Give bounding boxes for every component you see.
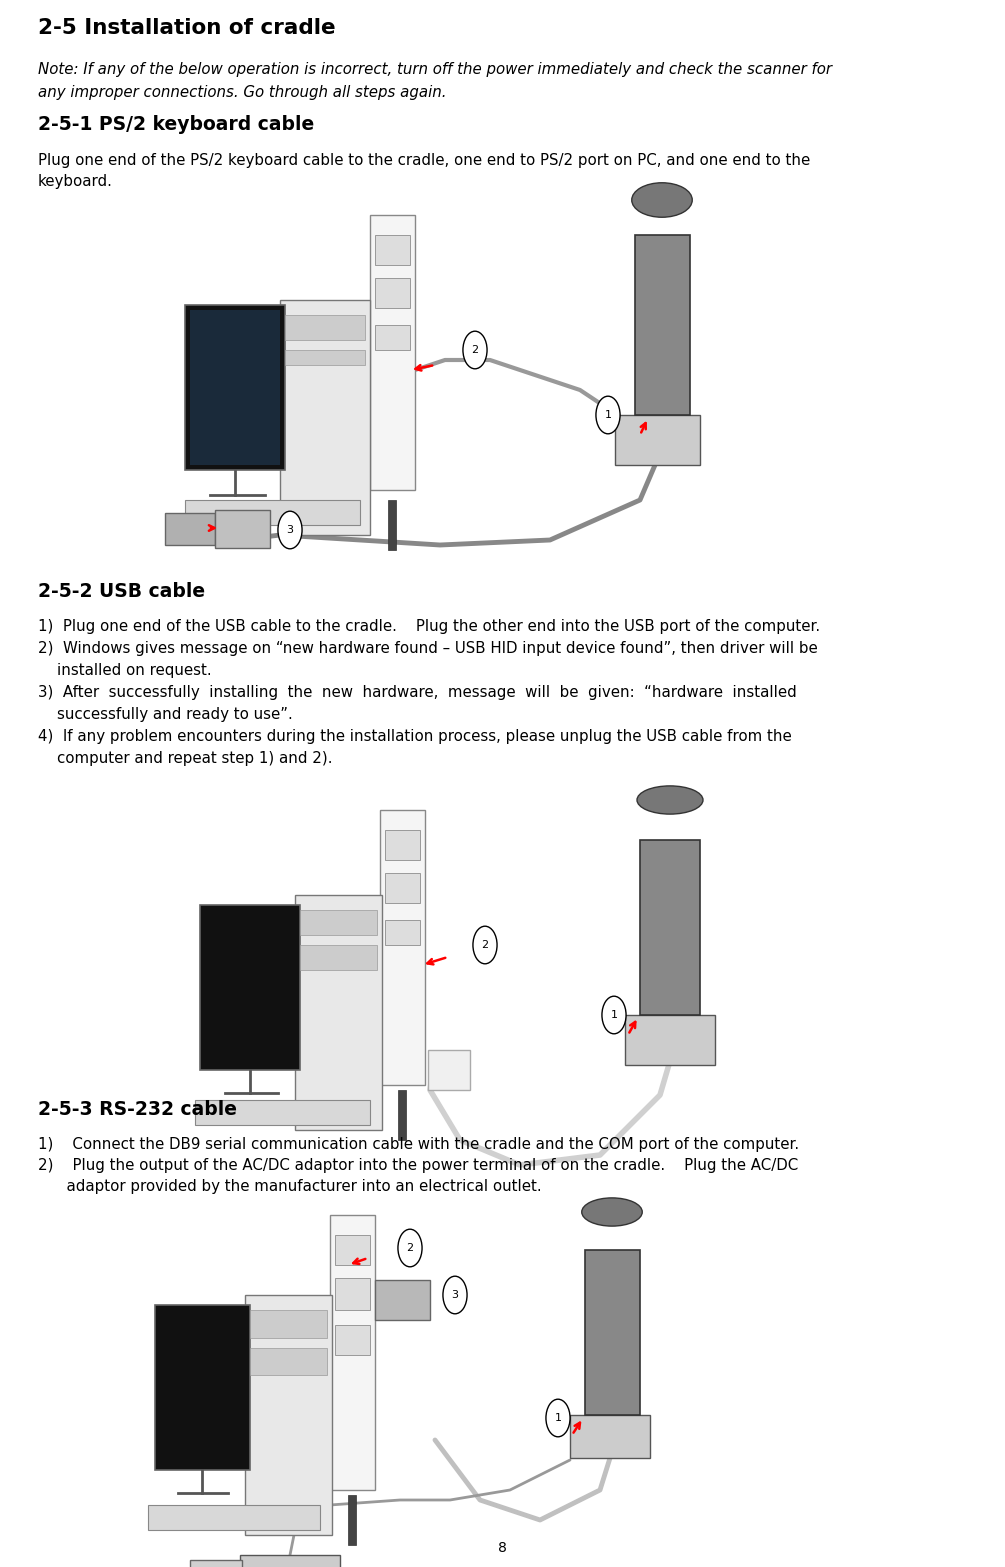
Bar [370, 215, 415, 490]
Bar [375, 324, 410, 349]
Bar [195, 1100, 370, 1125]
Bar [335, 1279, 370, 1310]
Bar [570, 1415, 650, 1457]
Bar [280, 299, 370, 534]
Text: adaptor provided by the manufacturer into an electrical outlet.: adaptor provided by the manufacturer int… [38, 1178, 542, 1194]
Text: 3: 3 [286, 525, 293, 534]
Text: 1: 1 [604, 411, 611, 420]
Text: 2)    Plug the output of the AC/DC adaptor into the power terminal of on the cra: 2) Plug the output of the AC/DC adaptor … [38, 1158, 798, 1174]
Bar [148, 1504, 320, 1529]
Text: 2-5-3 RS-232 cable: 2-5-3 RS-232 cable [38, 1100, 237, 1119]
Bar [245, 1294, 332, 1536]
Text: any improper connections. Go through all steps again.: any improper connections. Go through all… [38, 85, 446, 100]
Circle shape [463, 331, 487, 368]
Bar [190, 1561, 242, 1567]
Bar [375, 1280, 430, 1319]
Bar [250, 1348, 327, 1374]
Ellipse shape [637, 787, 703, 815]
Bar [385, 831, 420, 860]
Text: 1)    Connect the DB9 serial communication cable with the cradle and the COM por: 1) Connect the DB9 serial communication … [38, 1138, 799, 1152]
Bar [385, 920, 420, 945]
Ellipse shape [582, 1197, 642, 1225]
Bar [335, 1326, 370, 1355]
Bar [185, 500, 360, 525]
Bar [185, 306, 285, 470]
Bar [625, 1015, 715, 1066]
Circle shape [398, 1229, 422, 1266]
Text: 3: 3 [451, 1290, 458, 1301]
Text: 2-5-1 PS/2 keyboard cable: 2-5-1 PS/2 keyboard cable [38, 114, 315, 135]
Bar [285, 349, 365, 365]
Text: 2: 2 [471, 345, 478, 356]
Bar [375, 277, 410, 309]
Circle shape [443, 1276, 467, 1313]
Ellipse shape [632, 183, 692, 218]
Bar [380, 810, 425, 1084]
Text: 1: 1 [555, 1413, 562, 1423]
Text: 4)  If any problem encounters during the installation process, please unplug the: 4) If any problem encounters during the … [38, 729, 792, 744]
Text: 1: 1 [610, 1011, 617, 1020]
Bar [385, 873, 420, 903]
Text: Plug one end of the PS/2 keyboard cable to the cradle, one end to PS/2 port on P: Plug one end of the PS/2 keyboard cable … [38, 154, 810, 168]
Text: keyboard.: keyboard. [38, 174, 113, 190]
Bar [375, 235, 410, 265]
Bar [335, 1235, 370, 1265]
Text: 1)  Plug one end of the USB cable to the cradle.    Plug the other end into the : 1) Plug one end of the USB cable to the … [38, 619, 820, 635]
Bar [295, 895, 382, 1130]
Text: 2: 2 [481, 940, 488, 950]
Text: 2-5 Installation of cradle: 2-5 Installation of cradle [38, 17, 336, 38]
Bar [585, 1250, 640, 1415]
Bar [190, 310, 280, 465]
Bar [240, 1554, 340, 1567]
Text: installed on request.: installed on request. [38, 663, 212, 679]
Bar [155, 1305, 250, 1470]
Bar [388, 500, 396, 550]
Text: 2)  Windows gives message on “new hardware found – USB HID input device found”, : 2) Windows gives message on “new hardwar… [38, 641, 818, 657]
Bar [615, 415, 700, 465]
Bar [300, 910, 377, 935]
Bar [640, 840, 700, 1015]
Text: 3)  After  successfully  installing  the  new  hardware,  message  will  be  giv: 3) After successfully installing the new… [38, 685, 797, 700]
Bar [250, 1310, 327, 1338]
Bar [398, 1091, 406, 1141]
Text: computer and repeat step 1) and 2).: computer and repeat step 1) and 2). [38, 751, 333, 766]
Circle shape [278, 511, 303, 548]
Text: 8: 8 [497, 1540, 507, 1554]
Text: Note: If any of the below operation is incorrect, turn off the power immediately: Note: If any of the below operation is i… [38, 63, 832, 77]
Bar [150, 201, 855, 570]
Circle shape [596, 396, 620, 434]
Circle shape [546, 1399, 570, 1437]
Text: successfully and ready to use”.: successfully and ready to use”. [38, 707, 292, 722]
Text: 2-5-2 USB cable: 2-5-2 USB cable [38, 581, 205, 602]
Bar [300, 945, 377, 970]
Bar [428, 1050, 470, 1091]
Bar [348, 1495, 356, 1545]
Bar [200, 906, 300, 1070]
Bar [215, 509, 270, 548]
Text: 2: 2 [406, 1243, 414, 1254]
Bar [330, 1214, 375, 1490]
Bar [285, 315, 365, 340]
Bar [165, 512, 215, 545]
Circle shape [602, 997, 626, 1034]
Bar [635, 235, 690, 415]
Circle shape [473, 926, 497, 964]
